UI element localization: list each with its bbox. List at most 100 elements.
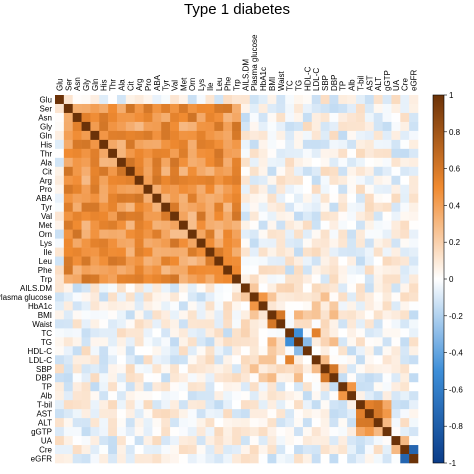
heatmap-cell [400, 373, 410, 383]
heatmap-cell [161, 274, 171, 284]
heatmap-cell [249, 427, 259, 437]
heatmap-cell [63, 166, 73, 177]
heatmap-cell [81, 427, 91, 437]
heatmap-cell [108, 95, 118, 105]
heatmap-cell [382, 364, 392, 374]
heatmap-cell [55, 211, 65, 221]
heatmap-cell [55, 103, 65, 114]
colorbar-tick-label: -1 [449, 459, 457, 468]
heatmap-cell [187, 220, 197, 230]
heatmap-cell [311, 400, 321, 410]
heatmap-cell [205, 274, 215, 284]
heatmap-cell [196, 328, 206, 338]
heatmap-cell [214, 238, 224, 248]
heatmap-cell [187, 229, 197, 239]
heatmap-cell [267, 211, 277, 221]
heatmap-cell [152, 139, 162, 150]
heatmap-cell [276, 247, 286, 257]
x-axis-label: Phe [224, 76, 233, 91]
heatmap-cell [382, 157, 392, 168]
heatmap-cell [178, 229, 189, 239]
heatmap-cell [338, 418, 348, 428]
heatmap-cell [81, 400, 91, 410]
heatmap-cell [134, 382, 144, 392]
heatmap-cell [258, 346, 268, 356]
heatmap-cell [152, 265, 162, 275]
heatmap-cell [205, 436, 215, 446]
heatmap-cell [152, 454, 162, 464]
colorbar-tick-label: 1 [449, 91, 454, 100]
heatmap-cell [364, 355, 375, 365]
heatmap-cell [400, 211, 410, 221]
heatmap-cell [356, 238, 366, 248]
heatmap-cell [205, 202, 215, 212]
heatmap-cell [294, 184, 304, 195]
heatmap-cell [240, 184, 251, 195]
heatmap-cell [347, 184, 357, 195]
heatmap-cell [347, 274, 357, 284]
heatmap-cell [125, 337, 135, 347]
heatmap-cell [294, 292, 304, 302]
heatmap-cell [99, 175, 109, 186]
heatmap-cell [391, 139, 401, 150]
heatmap-cell [99, 355, 109, 365]
heatmap-cell [99, 373, 109, 383]
heatmap-cell [329, 337, 339, 347]
heatmap-cell [302, 193, 313, 204]
heatmap-cell [391, 319, 401, 329]
heatmap-cell [205, 337, 215, 347]
heatmap-cell [338, 364, 348, 374]
heatmap-cell [302, 265, 313, 275]
x-axis-label: His [100, 79, 109, 91]
heatmap-cell [187, 256, 197, 266]
y-axis-label: HDL-C [28, 347, 53, 356]
heatmap-cell [232, 400, 242, 410]
heatmap-cell [90, 445, 100, 455]
heatmap-cell [249, 211, 259, 221]
heatmap-cell [134, 175, 144, 186]
heatmap-cell [143, 319, 153, 329]
heatmap-cell [81, 112, 91, 123]
heatmap-cell [373, 301, 383, 311]
heatmap-cell [285, 148, 295, 159]
x-axis-label: HbA1c [259, 67, 268, 91]
heatmap-cell [311, 103, 321, 114]
heatmap-cell [232, 409, 242, 419]
heatmap-cell [99, 220, 109, 230]
heatmap-cell [267, 373, 277, 383]
heatmap-cell [205, 238, 215, 248]
heatmap-cell [125, 193, 135, 204]
y-axis-label: Plasma glucose [0, 293, 53, 302]
heatmap-cell [240, 130, 251, 141]
heatmap-cell [373, 130, 383, 141]
heatmap-cell [382, 166, 392, 177]
heatmap-cell [81, 382, 91, 392]
heatmap-cell [90, 346, 100, 356]
heatmap-cell [205, 130, 215, 141]
heatmap-cell [223, 274, 233, 284]
heatmap-cell [232, 364, 242, 374]
heatmap-cell [356, 274, 366, 284]
heatmap-cell [161, 409, 171, 419]
heatmap-cell [400, 247, 410, 257]
heatmap-cell [90, 95, 100, 105]
heatmap-cell [214, 328, 224, 338]
heatmap-cell [249, 112, 259, 123]
heatmap-cell [302, 202, 313, 212]
heatmap-cell [223, 418, 233, 428]
heatmap-cell [161, 184, 171, 195]
heatmap-cell [249, 166, 259, 177]
heatmap-cell [329, 148, 339, 159]
heatmap-cell [294, 355, 304, 365]
heatmap-cell [347, 193, 357, 204]
heatmap-cell [90, 391, 100, 401]
heatmap-cell [267, 175, 277, 186]
heatmap-cell [285, 202, 295, 212]
heatmap-cell [329, 373, 339, 383]
heatmap-cell [258, 328, 268, 338]
heatmap-cell [400, 193, 410, 204]
heatmap-cell [391, 211, 401, 221]
heatmap-cell [55, 373, 65, 383]
heatmap-cell [170, 274, 180, 284]
heatmap-cell [214, 364, 224, 374]
